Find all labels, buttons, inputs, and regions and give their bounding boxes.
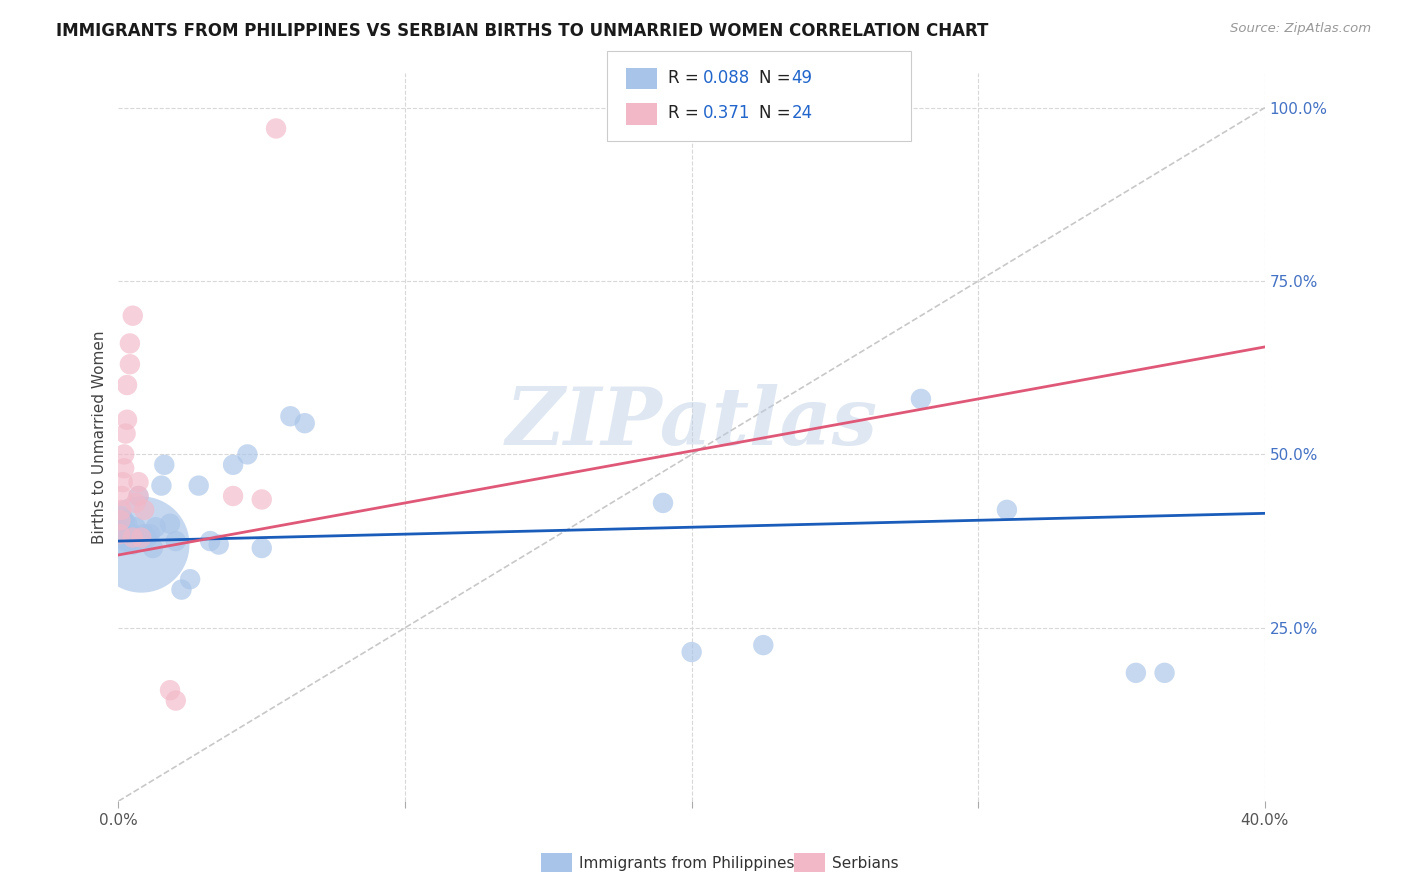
Y-axis label: Births to Unmarried Women: Births to Unmarried Women <box>93 330 107 544</box>
Point <box>110 513 132 527</box>
Point <box>121 537 143 551</box>
Text: N =: N = <box>759 104 796 122</box>
Point <box>165 534 187 549</box>
Point <box>115 534 138 549</box>
Point <box>108 527 131 541</box>
Text: R =: R = <box>668 70 704 87</box>
Text: 0.371: 0.371 <box>703 104 751 122</box>
Point <box>114 531 136 545</box>
Point <box>179 572 201 586</box>
Point <box>111 489 134 503</box>
Point <box>187 478 209 492</box>
Point <box>142 541 165 555</box>
Point <box>280 409 302 424</box>
Point <box>128 489 150 503</box>
Point <box>264 121 287 136</box>
Point <box>124 496 146 510</box>
Text: Serbians: Serbians <box>832 856 898 871</box>
Text: Immigrants from Philippines: Immigrants from Philippines <box>579 856 794 871</box>
Point <box>236 447 259 461</box>
Point <box>250 541 273 555</box>
Point <box>128 475 150 490</box>
Point <box>121 527 143 541</box>
Point <box>108 527 131 541</box>
Point <box>115 516 138 531</box>
Point <box>112 461 135 475</box>
Point <box>118 336 141 351</box>
Point <box>910 392 932 406</box>
Point <box>110 520 132 534</box>
Point <box>198 534 221 549</box>
Point <box>115 413 138 427</box>
Point <box>1125 665 1147 680</box>
Point <box>131 537 153 551</box>
Point <box>145 520 167 534</box>
Point <box>1153 665 1175 680</box>
Point <box>208 537 231 551</box>
Point <box>134 503 156 517</box>
Point <box>170 582 193 597</box>
Point <box>111 520 134 534</box>
Point <box>134 527 156 541</box>
Text: IMMIGRANTS FROM PHILIPPINES VS SERBIAN BIRTHS TO UNMARRIED WOMEN CORRELATION CHA: IMMIGRANTS FROM PHILIPPINES VS SERBIAN B… <box>56 22 988 40</box>
Point <box>150 478 173 492</box>
Point <box>121 531 143 545</box>
Point <box>121 309 143 323</box>
Point <box>159 683 181 698</box>
Point <box>153 458 176 472</box>
Point <box>250 492 273 507</box>
Point <box>136 531 159 545</box>
Point <box>124 534 146 549</box>
Point <box>111 475 134 490</box>
Point <box>118 534 141 549</box>
Point <box>112 513 135 527</box>
Point <box>222 489 245 503</box>
Point <box>112 447 135 461</box>
Point <box>115 527 138 541</box>
Point <box>128 489 150 503</box>
Point <box>294 416 316 430</box>
Point <box>159 516 181 531</box>
Text: ZIPatlas: ZIPatlas <box>506 384 877 461</box>
Point <box>110 524 132 538</box>
Point <box>995 503 1018 517</box>
Text: R =: R = <box>668 104 704 122</box>
Text: N =: N = <box>759 70 796 87</box>
Point <box>111 531 134 545</box>
Point <box>110 516 132 531</box>
Point <box>110 503 132 517</box>
Point <box>118 357 141 371</box>
Point <box>752 638 775 652</box>
Point <box>131 531 153 545</box>
Point <box>222 458 245 472</box>
Point <box>115 378 138 392</box>
Point <box>111 537 134 551</box>
Text: 49: 49 <box>792 70 813 87</box>
Point <box>118 527 141 541</box>
Point <box>139 527 162 541</box>
Text: Source: ZipAtlas.com: Source: ZipAtlas.com <box>1230 22 1371 36</box>
Point <box>652 496 675 510</box>
Text: 0.088: 0.088 <box>703 70 751 87</box>
Point <box>165 693 187 707</box>
Point <box>112 534 135 549</box>
Point <box>124 520 146 534</box>
Point <box>681 645 703 659</box>
Point <box>114 426 136 441</box>
Text: 24: 24 <box>792 104 813 122</box>
Point <box>112 527 135 541</box>
Point <box>110 509 132 524</box>
